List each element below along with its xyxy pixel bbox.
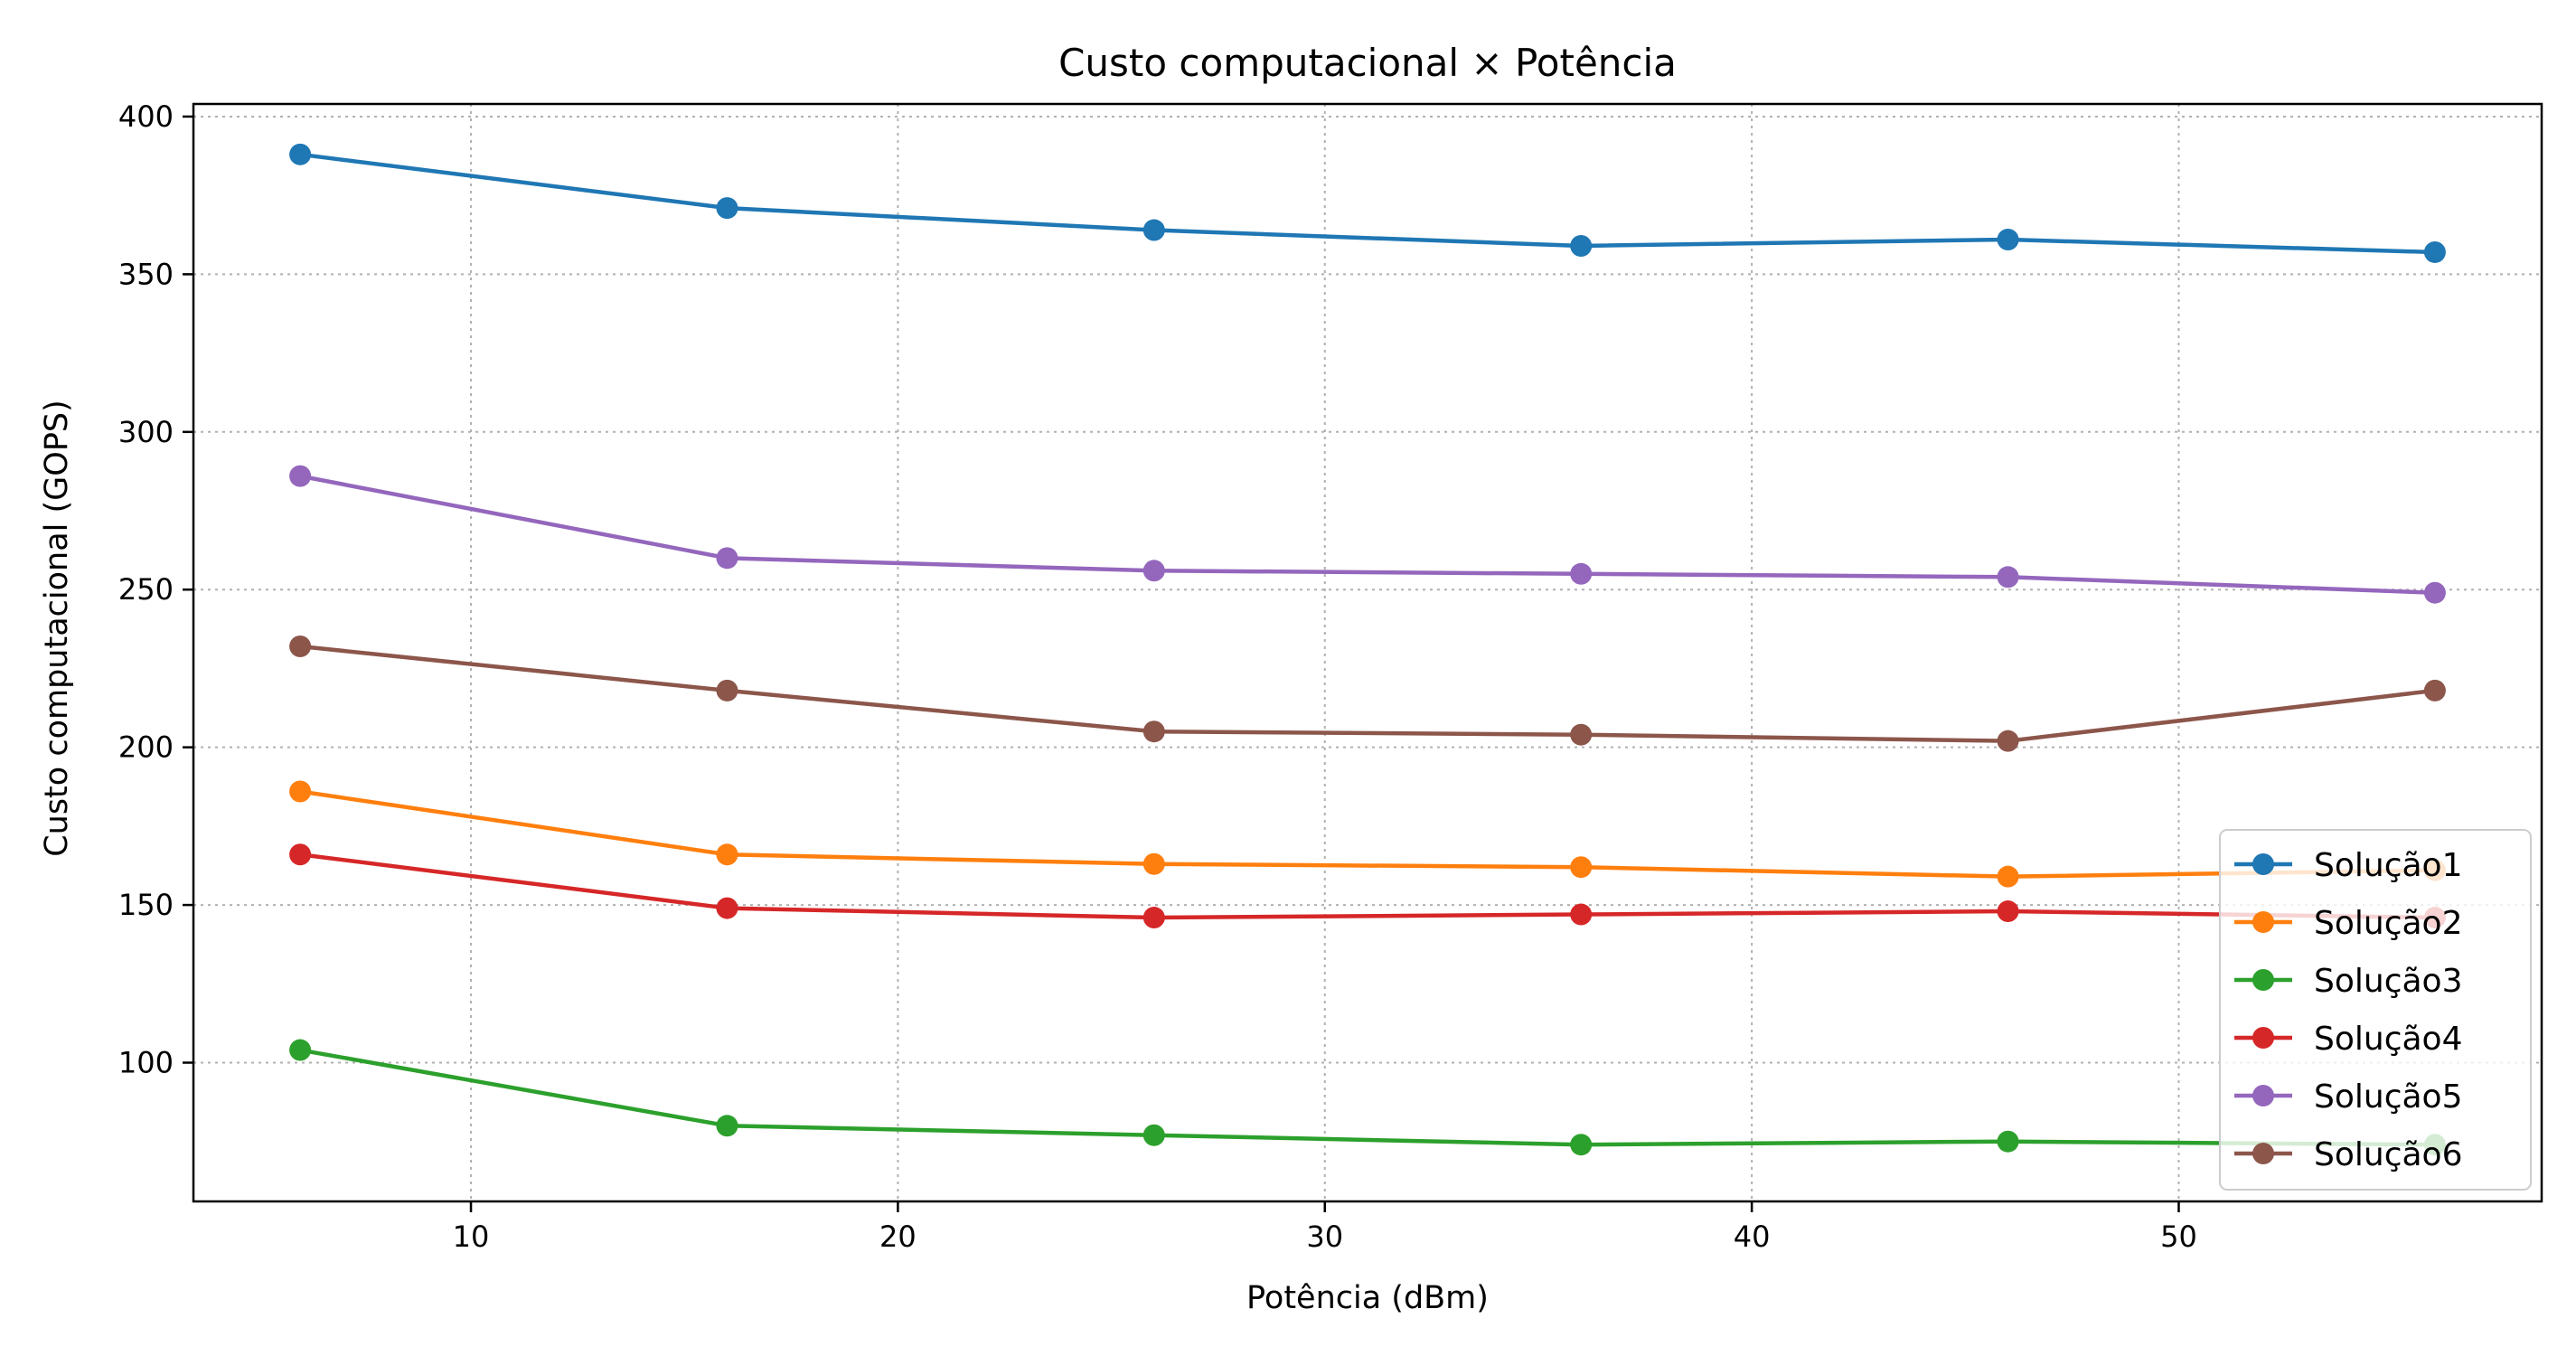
x-tick-label: 50 bbox=[2160, 1219, 2197, 1254]
y-tick-label: 300 bbox=[118, 415, 174, 449]
legend-swatch-marker bbox=[2252, 911, 2274, 933]
y-tick-label: 350 bbox=[118, 257, 174, 291]
data-point bbox=[716, 197, 738, 220]
data-point bbox=[2423, 581, 2446, 604]
y-tick-label: 200 bbox=[118, 730, 174, 765]
data-point bbox=[716, 843, 738, 866]
data-point bbox=[2423, 240, 2446, 263]
data-point bbox=[1142, 720, 1165, 743]
data-point bbox=[1570, 1134, 1593, 1156]
data-point bbox=[1142, 1124, 1165, 1146]
legend-entry-label: Solução3 bbox=[2314, 963, 2462, 1000]
data-point bbox=[2423, 679, 2446, 702]
data-point bbox=[289, 465, 312, 487]
legend-entry-label: Solução2 bbox=[2314, 905, 2462, 942]
data-point bbox=[1997, 900, 2019, 923]
data-point bbox=[1142, 852, 1165, 875]
legend-swatch-marker bbox=[2252, 1085, 2274, 1106]
data-point bbox=[1570, 856, 1593, 879]
chart-title: Custo computacional × Potência bbox=[1058, 41, 1677, 85]
data-point bbox=[1997, 865, 2019, 888]
data-point bbox=[1570, 723, 1593, 746]
legend-entry-label: Solução4 bbox=[2314, 1021, 2462, 1058]
data-point bbox=[716, 1115, 738, 1137]
y-tick-label: 400 bbox=[118, 99, 174, 134]
y-tick-label: 250 bbox=[118, 572, 174, 607]
data-point bbox=[716, 547, 738, 570]
x-axis-ticks: 10 20 30 40 50 bbox=[453, 1201, 2197, 1254]
data-point bbox=[289, 636, 312, 658]
series-line bbox=[299, 152, 2435, 255]
x-tick-label: 10 bbox=[453, 1219, 490, 1254]
series-lines bbox=[299, 152, 2436, 1147]
data-point bbox=[1142, 907, 1165, 929]
data-point bbox=[1997, 1130, 2019, 1153]
data-point bbox=[716, 679, 738, 702]
data-point bbox=[1142, 219, 1165, 241]
legend-swatch-marker bbox=[2252, 853, 2274, 875]
y-axis-label: Custo computacional (GOPS) bbox=[39, 400, 75, 857]
data-point bbox=[289, 780, 312, 803]
x-axis-label: Potência (dBm) bbox=[1246, 1280, 1489, 1316]
data-point bbox=[716, 897, 738, 919]
series-line bbox=[299, 1048, 2435, 1147]
data-point bbox=[289, 1039, 312, 1061]
series-line bbox=[299, 644, 2436, 743]
x-tick-label: 40 bbox=[1734, 1219, 1771, 1254]
legend-swatch-marker bbox=[2252, 1143, 2274, 1164]
legend: Solução1 Solução2 Solução3 Solução4 Solução5… bbox=[2219, 829, 2532, 1191]
y-tick-label: 100 bbox=[118, 1046, 174, 1080]
x-tick-label: 30 bbox=[1306, 1219, 1343, 1254]
x-tick-label: 20 bbox=[879, 1219, 917, 1254]
legend-entry-label: Solução1 bbox=[2314, 847, 2462, 884]
data-point bbox=[1142, 560, 1165, 582]
series-line bbox=[299, 789, 2435, 879]
data-point bbox=[289, 143, 312, 165]
data-point bbox=[289, 843, 312, 866]
data-point bbox=[1570, 234, 1593, 257]
grid-lines bbox=[193, 104, 2542, 1201]
data-point bbox=[1997, 730, 2019, 752]
data-point bbox=[1997, 566, 2019, 589]
y-axis-ticks: 100 150 200 250 300 350 400 bbox=[118, 99, 193, 1080]
y-tick-label: 150 bbox=[118, 888, 174, 922]
data-point bbox=[1997, 229, 2019, 251]
data-point bbox=[1570, 562, 1593, 585]
legend-swatch-marker bbox=[2252, 1027, 2274, 1049]
legend-swatch-marker bbox=[2252, 969, 2274, 991]
plot-area-frame bbox=[192, 102, 2543, 1203]
legend-box bbox=[2219, 829, 2532, 1191]
series-line bbox=[299, 852, 2435, 920]
series-line bbox=[299, 474, 2435, 595]
legend-entry-label: Solução5 bbox=[2314, 1078, 2462, 1116]
legend-entry-label: Solução6 bbox=[2314, 1136, 2462, 1173]
data-point bbox=[1570, 903, 1593, 926]
